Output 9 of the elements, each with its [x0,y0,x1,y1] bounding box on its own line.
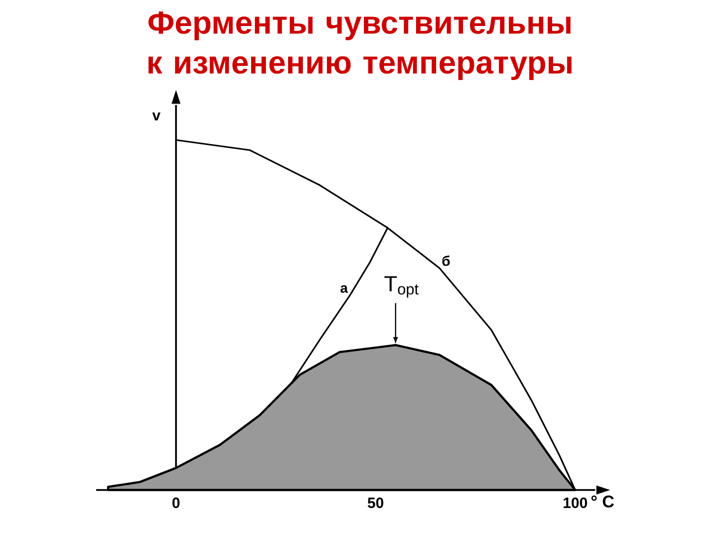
annotation: T$_{opt}$ [384,276,419,298]
x-tick-label: 50 [368,498,384,508]
series-label: а [340,285,348,293]
y-axis-title: v [152,112,160,120]
series-label: б [442,256,450,266]
x-axis-title: ° C [591,496,614,508]
x-tick-label: 0 [172,498,180,508]
chart-title: Ферменты чувствительны к изменению температуры [148,12,572,80]
x-tick-label: 100 [564,498,588,508]
